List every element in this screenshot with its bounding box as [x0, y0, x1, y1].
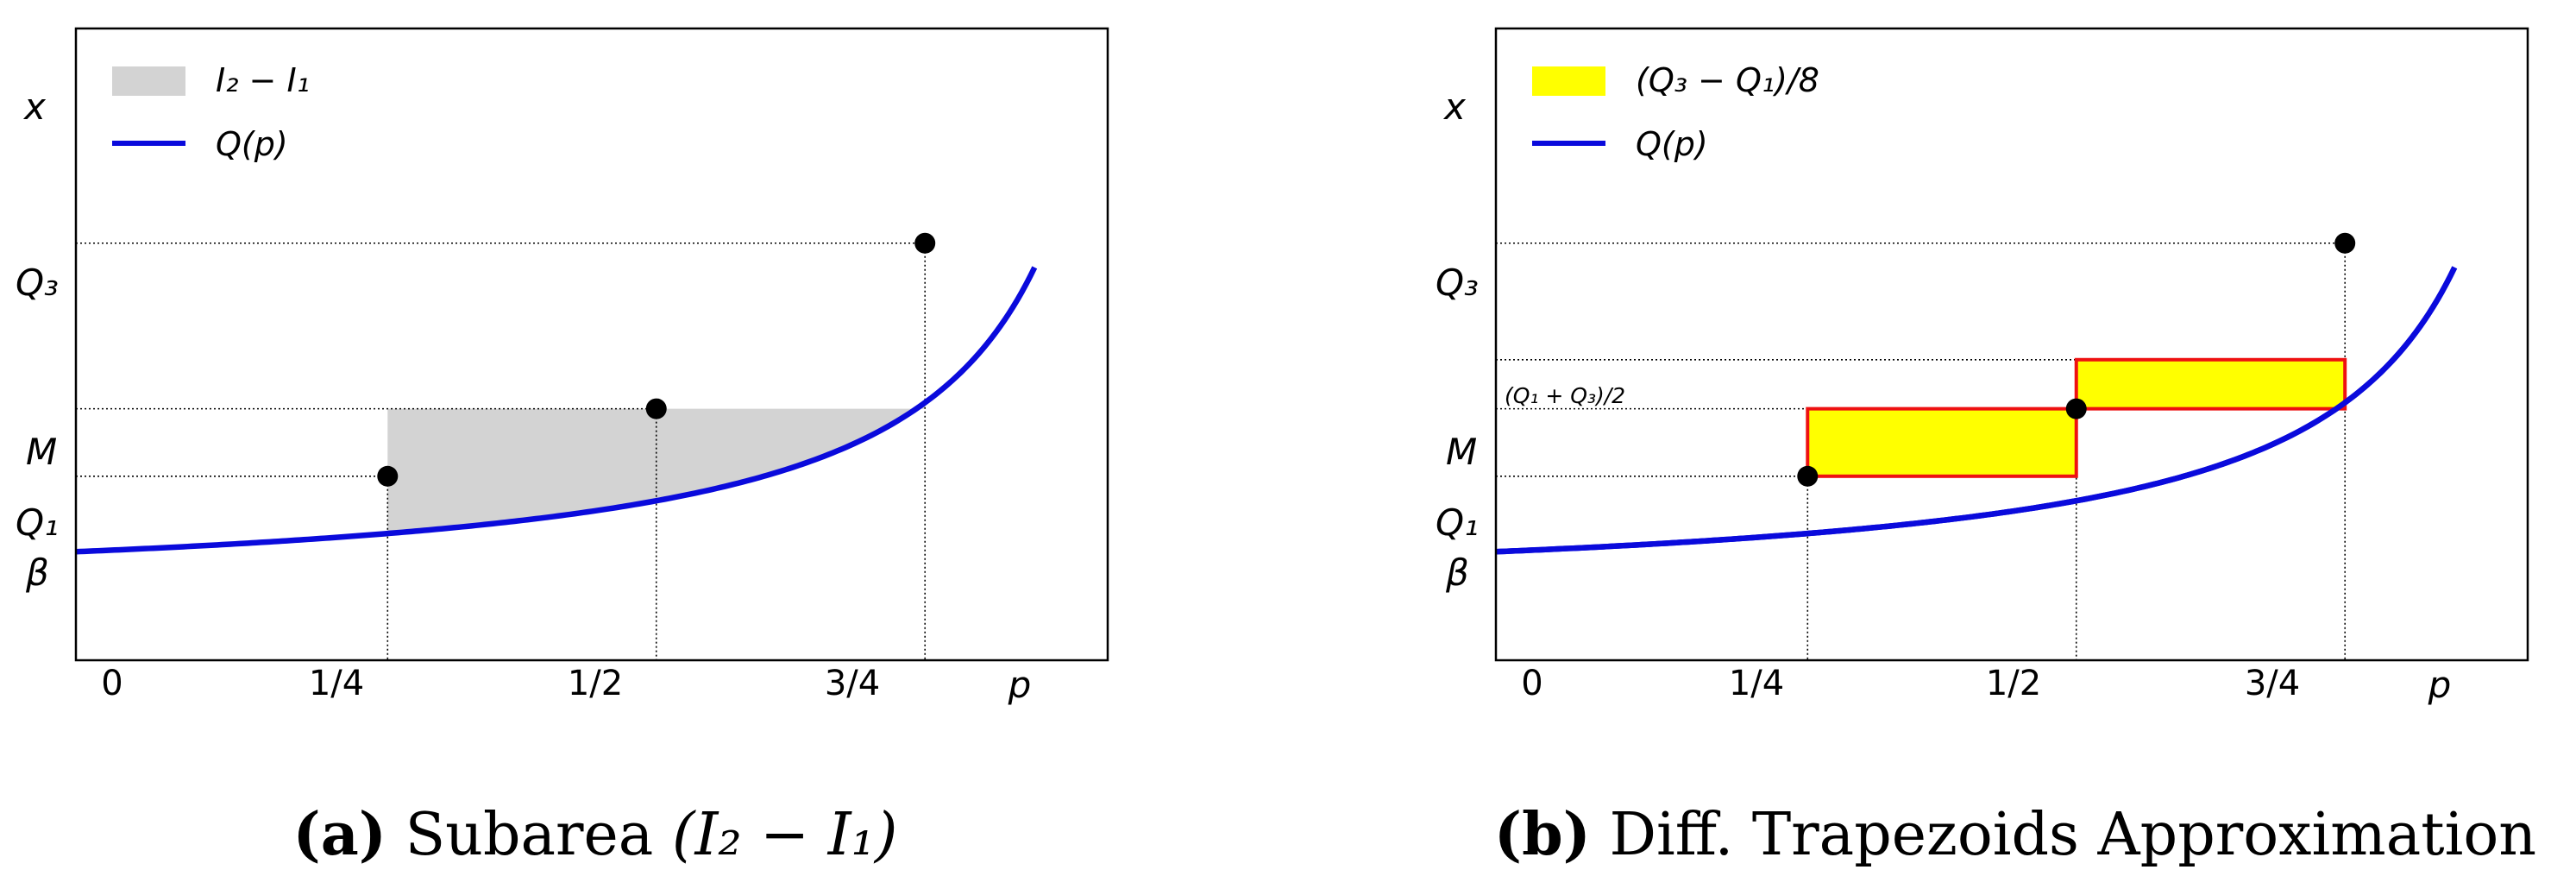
trapezoid-rect-1: [2074, 357, 2347, 411]
trapezoid-rect-0: [1806, 407, 2078, 478]
quantile-point-0: [1797, 465, 1819, 487]
caption-b: (b) Diff. Trapezoids Approximation: [1494, 800, 2536, 869]
quantile-point-2: [914, 232, 936, 254]
caption-b-letter: (b): [1494, 800, 1591, 869]
x-axis-label: p: [1008, 664, 1032, 706]
legend-label-qp: Q(p): [216, 125, 288, 163]
x-tick-1-2: 1/2: [568, 664, 623, 703]
x-tick-0: 0: [1521, 664, 1542, 703]
x-tick-1-4: 1/4: [309, 664, 364, 703]
quantile-point-2: [2334, 232, 2356, 254]
curve-qp: [75, 266, 1038, 555]
shaded-region-i2-minus-i1: [387, 402, 926, 534]
quantile-point-1: [645, 398, 667, 419]
panel-b: x Q₃ (Q₁ + Q₃)/2 M Q₁ β 0 1/4 1/2 3/4 p …: [1436, 27, 2536, 869]
caption-a: (a) Subarea (I₂ − I₁): [293, 800, 898, 869]
curve-layer: [75, 266, 1038, 555]
legend-label-i2-i1: I₂ − I₁: [216, 61, 310, 99]
y-tick-beta: β: [1445, 551, 1469, 594]
x-tick-1-2: 1/2: [1986, 664, 2041, 703]
curve-qp-overlay: [1495, 266, 2458, 555]
legend-patch-shade: [112, 66, 185, 96]
rect-layer: [1495, 266, 2458, 555]
legend-label-q3-q1-8: (Q₃ − Q₁)/8: [1636, 61, 1819, 99]
panel-a: x Q₃ M Q₁ β 0 1/4 1/2 3/4 p I₂ − I₁ Q(p)…: [16, 27, 1109, 869]
x-tick-1-4: 1/4: [1729, 664, 1784, 703]
y-label-x: x: [1442, 85, 1467, 128]
legend-patch-yellow: [1532, 66, 1605, 96]
y-tick-m: M: [1446, 431, 1477, 473]
legend-label-qp: Q(p): [1636, 125, 1708, 163]
y-tick-q3: Q₃: [16, 262, 59, 304]
shade-layer: [387, 402, 926, 534]
y-tick-q1: Q₁: [1436, 501, 1479, 544]
caption-a-text: Subarea: [405, 801, 654, 869]
quantile-point-1: [2065, 398, 2087, 419]
caption-a-math: (I₂ − I₁): [672, 801, 898, 869]
plot-frame: [1494, 27, 2529, 662]
point-layer: [377, 232, 936, 487]
annotation-q1-q3-half: (Q₁ + Q₃)/2: [1505, 383, 1625, 408]
x-axis-label: p: [2428, 664, 2452, 706]
y-tick-beta: β: [25, 551, 49, 594]
x-tick-3-4: 3/4: [825, 664, 880, 703]
guide-layer: [76, 242, 927, 660]
y-tick-q3: Q₃: [1436, 262, 1479, 304]
x-tick-0: 0: [101, 664, 123, 703]
caption-a-letter: (a): [293, 800, 386, 869]
y-label-x: x: [22, 85, 47, 128]
plot-frame: [74, 27, 1109, 662]
point-layer: [1797, 232, 2356, 487]
quantile-point-0: [377, 465, 399, 487]
x-tick-3-4: 3/4: [2245, 664, 2300, 703]
caption-b-text: Diff. Trapezoids Approximation: [1609, 801, 2536, 869]
y-tick-q1: Q₁: [16, 501, 59, 544]
y-tick-m: M: [26, 431, 57, 473]
